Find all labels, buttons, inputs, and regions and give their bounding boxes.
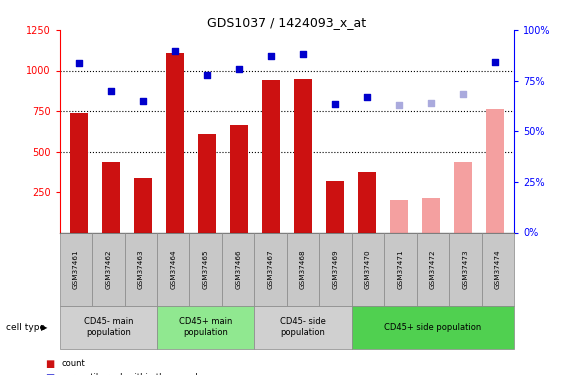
Bar bbox=[230, 125, 248, 232]
Text: cell type: cell type bbox=[6, 322, 45, 332]
Bar bbox=[422, 198, 440, 232]
Bar bbox=[390, 200, 408, 232]
Text: percentile rank within the sample: percentile rank within the sample bbox=[61, 374, 203, 375]
Text: CD45- main
population: CD45- main population bbox=[83, 318, 133, 337]
Text: GSM37463: GSM37463 bbox=[138, 249, 144, 289]
Text: GSM37462: GSM37462 bbox=[105, 249, 111, 289]
Text: GSM37467: GSM37467 bbox=[268, 249, 274, 289]
Text: GSM37469: GSM37469 bbox=[332, 249, 339, 289]
Text: GSM37471: GSM37471 bbox=[398, 249, 403, 289]
Text: ■: ■ bbox=[45, 359, 55, 369]
Point bbox=[362, 94, 371, 100]
Text: GSM37468: GSM37468 bbox=[300, 249, 306, 289]
Text: ■: ■ bbox=[45, 373, 55, 375]
Text: CD45+ main
population: CD45+ main population bbox=[179, 318, 232, 337]
Bar bbox=[486, 110, 504, 232]
Point bbox=[74, 60, 83, 66]
Text: GSM37472: GSM37472 bbox=[430, 249, 436, 289]
Text: ▶: ▶ bbox=[41, 322, 47, 332]
Point bbox=[394, 102, 403, 108]
Text: GSM37461: GSM37461 bbox=[73, 249, 79, 289]
Bar bbox=[102, 162, 120, 232]
Text: count: count bbox=[61, 359, 85, 368]
Text: GSM37465: GSM37465 bbox=[203, 249, 208, 289]
Bar bbox=[166, 53, 183, 232]
Bar bbox=[454, 162, 471, 232]
Point bbox=[170, 48, 179, 54]
Bar bbox=[326, 182, 344, 232]
Point bbox=[106, 88, 115, 94]
Bar bbox=[134, 178, 152, 232]
Point bbox=[427, 100, 436, 106]
Title: GDS1037 / 1424093_x_at: GDS1037 / 1424093_x_at bbox=[207, 16, 366, 29]
Bar bbox=[198, 135, 216, 232]
Point bbox=[331, 101, 340, 107]
Bar bbox=[358, 172, 375, 232]
Point bbox=[266, 53, 275, 59]
Bar bbox=[70, 112, 87, 232]
Text: GSM37474: GSM37474 bbox=[495, 249, 501, 289]
Bar bbox=[262, 80, 279, 232]
Text: GSM37464: GSM37464 bbox=[170, 249, 176, 289]
Bar bbox=[294, 79, 312, 232]
Point bbox=[202, 72, 211, 78]
Text: CD45- side
population: CD45- side population bbox=[280, 318, 326, 337]
Point bbox=[234, 66, 243, 72]
Text: GSM37470: GSM37470 bbox=[365, 249, 371, 289]
Point bbox=[490, 59, 499, 65]
Point bbox=[138, 98, 147, 104]
Text: CD45+ side population: CD45+ side population bbox=[385, 322, 482, 332]
Text: GSM37466: GSM37466 bbox=[235, 249, 241, 289]
Point bbox=[298, 51, 307, 57]
Text: GSM37473: GSM37473 bbox=[462, 249, 469, 289]
Point bbox=[458, 91, 467, 97]
